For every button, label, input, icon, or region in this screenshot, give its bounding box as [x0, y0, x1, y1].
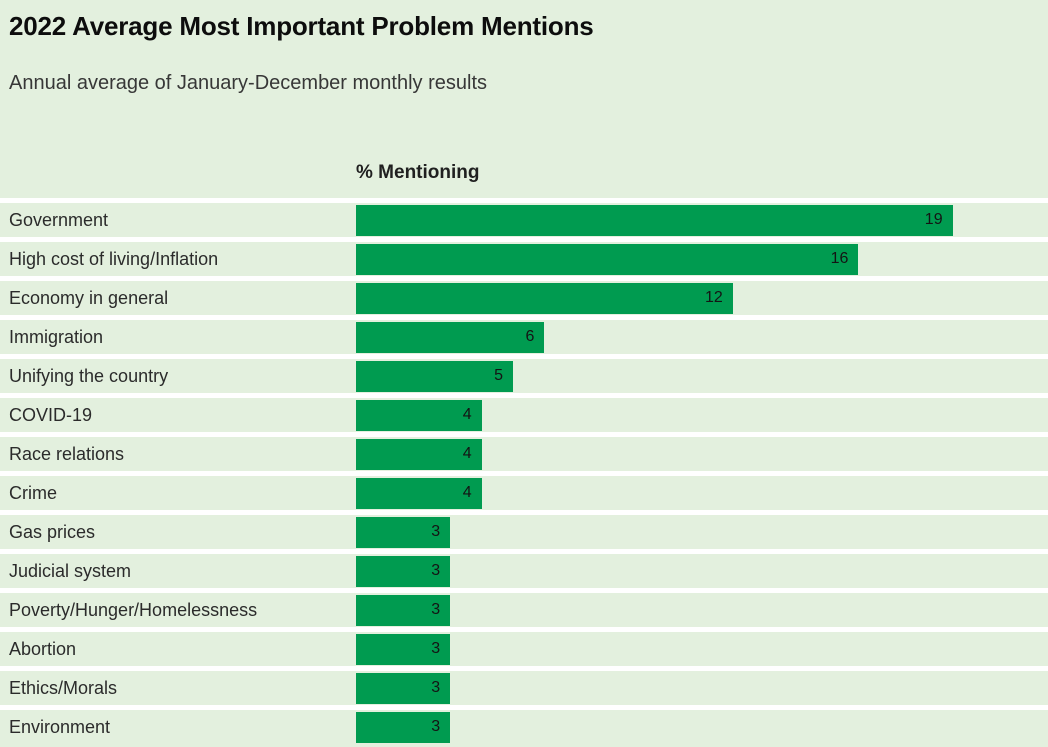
bar-area: 4 [356, 437, 1048, 471]
bar: 3 [356, 516, 451, 548]
category-label: Gas prices [9, 521, 96, 542]
chart-row: Crime 4 [0, 471, 1048, 510]
bar-area: 3 [356, 515, 1048, 549]
bar-area: 5 [356, 359, 1048, 393]
category-label: High cost of living/Inflation [9, 248, 219, 269]
bar-area: 12 [356, 281, 1048, 315]
chart-row: Poverty/Hunger/Homelessness 3 [0, 588, 1048, 627]
chart-row: Environment 3 [0, 705, 1048, 744]
bar-area: 3 [356, 554, 1048, 588]
bar: 3 [356, 633, 451, 665]
category-label: Abortion [9, 638, 77, 659]
category-label: Environment [9, 716, 111, 737]
category-label: Ethics/Morals [9, 677, 118, 698]
bar-value-label: 4 [462, 406, 472, 423]
chart-row: Race relations 4 [0, 432, 1048, 471]
bar-area: 3 [356, 632, 1048, 666]
bar-area: 16 [356, 242, 1048, 276]
bar-value-label: 4 [462, 445, 472, 462]
bar: 4 [356, 399, 482, 431]
category-label: Unifying the country [9, 365, 169, 386]
category-label: Crime [9, 482, 57, 503]
chart-row: Unifying the country 5 [0, 354, 1048, 393]
bar: 3 [356, 672, 451, 704]
bar-value-label: 6 [525, 328, 535, 345]
bar-area: 4 [356, 398, 1048, 432]
chart-row: Abortion 3 [0, 627, 1048, 666]
bar-area: 3 [356, 671, 1048, 705]
bar: 3 [356, 555, 451, 587]
bar-value-label: 3 [431, 562, 441, 579]
bar-value-label: 3 [431, 718, 441, 735]
bar: 6 [356, 321, 545, 353]
bar-value-label: 5 [494, 367, 503, 384]
bar-value-label: 16 [830, 250, 849, 267]
value-axis-label: % Mentioning [356, 162, 480, 183]
category-label: Race relations [9, 443, 125, 464]
chart-row: Ethics/Morals 3 [0, 666, 1048, 705]
chart-row: Gas prices 3 [0, 510, 1048, 549]
chart-row: Judicial system 3 [0, 549, 1048, 588]
chart-subtitle: Annual average of January-December month… [9, 72, 488, 94]
bar: 5 [356, 360, 513, 392]
bar-value-label: 3 [431, 601, 441, 618]
bar: 4 [356, 438, 482, 470]
bar-value-label: 4 [462, 484, 472, 501]
bar-area: 6 [356, 320, 1048, 354]
bar-value-label: 3 [431, 523, 441, 540]
chart-title: 2022 Average Most Important Problem Ment… [9, 11, 594, 41]
bar-value-label: 12 [705, 289, 723, 306]
category-label: Economy in general [9, 287, 169, 308]
chart-header: 2022 Average Most Important Problem Ment… [0, 0, 1048, 198]
category-label: COVID-19 [9, 404, 93, 425]
bar-value-label: 3 [431, 640, 441, 657]
chart-row: Government 19 [0, 198, 1048, 237]
chart-row: High cost of living/Inflation 16 [0, 237, 1048, 276]
bar-area: 3 [356, 710, 1048, 744]
chart-row: Economy in general 12 [0, 276, 1048, 315]
bar-value-label: 19 [924, 211, 943, 228]
bar: 3 [356, 711, 451, 743]
bar: 12 [356, 282, 733, 314]
bar-area: 3 [356, 593, 1048, 627]
category-label: Immigration [9, 326, 104, 347]
category-label: Government [9, 209, 109, 230]
category-label: Poverty/Hunger/Homelessness [9, 599, 258, 620]
chart-rows: Government 19 High cost of living/Inflatio… [0, 198, 1048, 744]
category-label: Judicial system [9, 560, 132, 581]
bar: 19 [356, 204, 953, 236]
bar-value-label: 3 [431, 679, 441, 696]
chart-row: Immigration 6 [0, 315, 1048, 354]
bar: 3 [356, 594, 451, 626]
bar-area: 4 [356, 476, 1048, 510]
bar: 16 [356, 243, 859, 275]
bar-area: 19 [356, 203, 1048, 237]
chart-row: COVID-19 4 [0, 393, 1048, 432]
bar: 4 [356, 477, 482, 509]
